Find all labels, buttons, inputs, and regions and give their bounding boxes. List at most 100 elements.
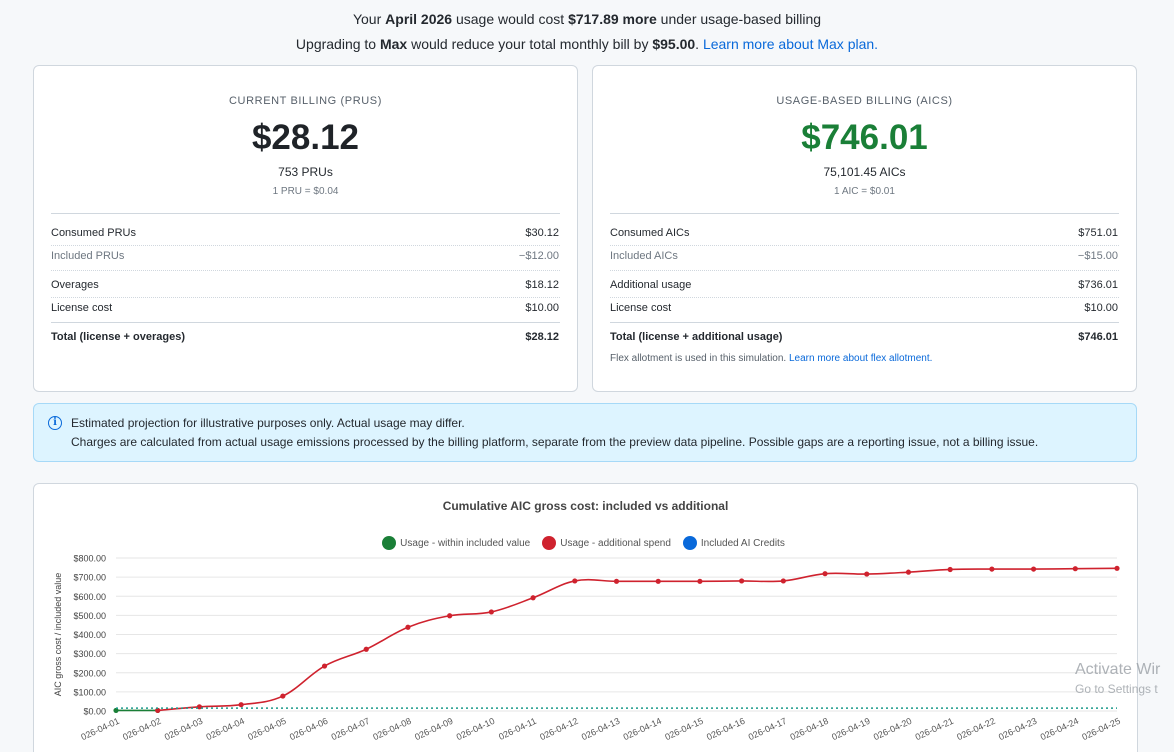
- card-kicker: CURRENT BILLING (PRUS): [229, 95, 382, 107]
- max-plan-link[interactable]: Learn more about Max plan.: [702, 36, 879, 52]
- data-point-additional-spend: [947, 566, 953, 573]
- x-tick-label: 026-04-25: [1080, 716, 1121, 742]
- x-tick-label: 026-04-15: [663, 716, 704, 742]
- pru-count: 753 PRUs: [278, 165, 333, 179]
- divider: [610, 322, 1119, 323]
- upgrade-text: would reduce your total monthly bill by: [407, 36, 653, 52]
- upgrade-text: .: [695, 36, 703, 52]
- x-tick-label: 026-04-20: [872, 716, 913, 742]
- x-tick-label: 026-04-03: [163, 716, 204, 742]
- row-label: Consumed AICs: [610, 227, 690, 239]
- data-point-additional-spend: [321, 663, 328, 669]
- x-tick-label: 026-04-05: [246, 716, 287, 742]
- headline-text: usage would cost: [452, 11, 569, 27]
- legend-item-within-included[interactable]: Usage - within included value: [382, 536, 530, 550]
- dotted-divider: [610, 245, 1119, 246]
- dotted-divider: [51, 245, 560, 246]
- dotted-divider: [51, 270, 560, 271]
- breakdown-row: Consumed PRUs $30.12: [51, 227, 559, 239]
- data-point-additional-spend: [1072, 566, 1078, 572]
- x-tick-label: 026-04-18: [788, 716, 829, 742]
- legend-label: Included AI Credits: [700, 537, 785, 549]
- row-label: Included PRUs: [51, 250, 125, 262]
- x-tick-label: 026-04-11: [497, 716, 538, 742]
- breakdown-row: License cost $10.00: [51, 302, 559, 314]
- total-row: Total (license + additional usage) $746.0…: [610, 331, 1118, 343]
- dotted-divider: [610, 297, 1119, 298]
- legend-item-additional-spend[interactable]: Usage - additional spend: [542, 536, 671, 550]
- data-point-additional-spend: [739, 578, 745, 584]
- y-tick-label: $100.00: [73, 687, 106, 697]
- x-tick-label: 026-04-04: [205, 716, 246, 742]
- card-kicker: USAGE-BASED BILLING (AICS): [776, 95, 953, 107]
- row-label: Overages: [51, 279, 99, 291]
- chart-title: Cumulative AIC gross cost: included vs a…: [442, 499, 729, 513]
- y-tick-label: $500.00: [73, 611, 106, 621]
- row-value: −$12.00: [518, 250, 559, 262]
- row-value: −$15.00: [1077, 250, 1118, 262]
- row-value: $10.00: [1084, 302, 1118, 314]
- y-tick-label: $300.00: [73, 649, 106, 659]
- data-point-additional-spend: [447, 613, 453, 619]
- legend-swatch: [682, 536, 697, 550]
- x-tick-label: 026-04-17: [747, 716, 788, 742]
- data-point-additional-spend: [613, 578, 620, 584]
- data-point-additional-spend: [905, 569, 912, 575]
- data-point-additional-spend: [363, 646, 369, 652]
- x-tick-label: 026-04-09: [413, 716, 454, 742]
- usage-headline: Your April 2026 usage would cost $717.89…: [0, 11, 1174, 27]
- watermark-subtitle: Go to Settings t: [1075, 682, 1158, 696]
- legend-swatch: [542, 536, 557, 550]
- upgrade-amount: $95.00: [652, 36, 696, 52]
- breakdown-row: License cost $10.00: [610, 302, 1118, 314]
- y-tick-label: $200.00: [73, 668, 106, 678]
- aic-rate: 1 AIC = $0.01: [834, 186, 895, 197]
- data-point-additional-spend: [280, 693, 286, 699]
- legend-item-included-credits[interactable]: Included AI Credits: [682, 536, 785, 550]
- row-label: Additional usage: [610, 279, 692, 291]
- upgrade-plan: Max: [379, 36, 408, 52]
- breakdown-row: Overages $18.12: [51, 279, 559, 291]
- upgrade-text: Upgrading to: [295, 36, 380, 52]
- usage-billing-total: $746.01: [801, 118, 928, 157]
- divider: [51, 213, 560, 214]
- x-tick-label: 026-04-23: [997, 716, 1038, 742]
- x-tick-label: 026-04-08: [371, 716, 412, 742]
- row-label: Included AICs: [610, 250, 678, 262]
- row-label: Total (license + additional usage): [610, 331, 783, 343]
- data-point-additional-spend: [238, 702, 244, 708]
- info-text: Estimated projection for illustrative pu…: [71, 416, 465, 430]
- headline-amount: $717.89 more: [568, 11, 657, 27]
- headline-text: Your: [352, 11, 386, 27]
- data-point-additional-spend: [864, 571, 870, 577]
- data-point-additional-spend: [572, 578, 578, 584]
- headline-month: April 2026: [385, 11, 453, 27]
- dotted-divider: [610, 270, 1119, 271]
- y-tick-label: $0.00: [83, 707, 106, 717]
- row-value: $751.01: [1078, 227, 1118, 239]
- activation-watermark: Activate Wir Go to Settings t: [1075, 661, 1160, 696]
- data-point-additional-spend: [405, 624, 411, 630]
- upgrade-headline: Upgrading to Max would reduce your total…: [0, 36, 1174, 52]
- row-value: $746.01: [1078, 331, 1118, 343]
- x-tick-label: 026-04-01: [79, 716, 120, 742]
- data-point-additional-spend: [155, 707, 161, 714]
- data-point-additional-spend: [655, 578, 661, 584]
- row-value: $30.12: [525, 227, 559, 239]
- data-point-additional-spend: [1114, 565, 1120, 571]
- data-point-additional-spend: [989, 566, 995, 572]
- row-label: Total (license + overages): [51, 331, 185, 343]
- x-tick-label: 026-04-07: [330, 716, 371, 742]
- current-billing-total: $28.12: [251, 118, 360, 157]
- y-tick-label: $400.00: [73, 630, 106, 640]
- row-value: $10.00: [525, 302, 559, 314]
- x-tick-label: 026-04-13: [580, 716, 621, 742]
- x-tick-label: 026-04-24: [1039, 716, 1080, 742]
- legend-label: Usage - additional spend: [560, 537, 671, 549]
- breakdown-row: Included AICs −$15.00: [610, 250, 1118, 262]
- watermark-title: Activate Wir: [1075, 661, 1161, 678]
- x-tick-label: 026-04-02: [121, 716, 162, 742]
- breakdown-row: Additional usage $736.01: [610, 279, 1118, 291]
- flex-allotment-link[interactable]: Learn more about flex allotment.: [788, 353, 933, 364]
- current-billing-card: CURRENT BILLING (PRUS) $28.12 753 PRUs 1…: [33, 65, 578, 392]
